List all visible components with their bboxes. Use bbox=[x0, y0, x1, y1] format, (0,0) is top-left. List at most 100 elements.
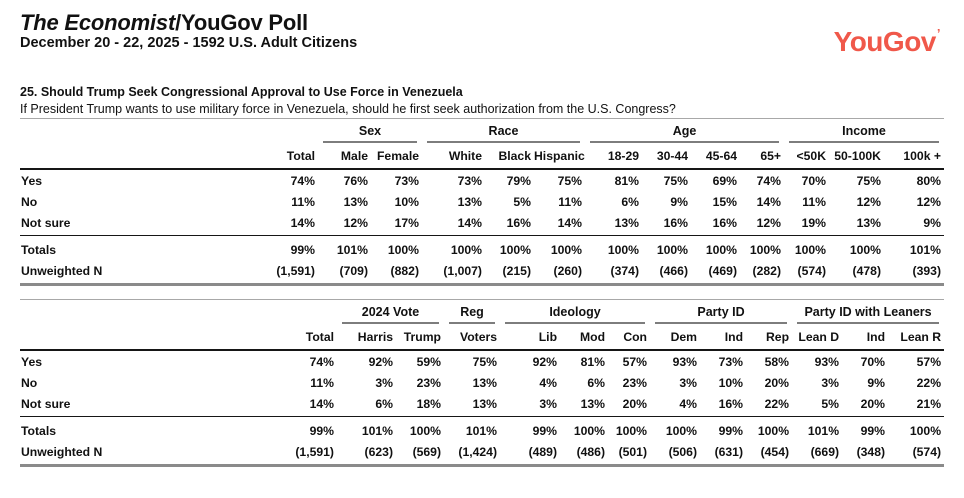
report-title: The Economist/YouGov Poll bbox=[20, 10, 308, 36]
data-cell: 99% bbox=[860, 424, 886, 438]
data-cell: 100% bbox=[615, 424, 648, 438]
data-cell: 79% bbox=[506, 174, 531, 188]
data-cell: 73% bbox=[457, 174, 482, 188]
data-cell: (1,007) bbox=[422, 260, 485, 286]
data-cell: 75% bbox=[663, 174, 688, 188]
row-label: No bbox=[21, 376, 38, 390]
data-cell: 16% bbox=[642, 212, 691, 236]
data-cell: 14% bbox=[756, 195, 781, 209]
row-label: Totals bbox=[21, 424, 56, 438]
data-cell: 100% bbox=[573, 424, 606, 438]
data-cell: 16% bbox=[485, 212, 534, 236]
crosstab-table-1: Sex Race Age Income Total Male Female White Blac… bbox=[20, 118, 944, 286]
group-header: Party ID with Leaners bbox=[792, 300, 944, 324]
column-header: 100k + bbox=[884, 143, 944, 170]
data-cell: 100% bbox=[909, 424, 942, 438]
column-header: Voters bbox=[444, 324, 501, 351]
row-label: Not sure bbox=[20, 393, 285, 417]
table-row: No 11% 3% 23% 13% 4% 6% 23% 3% 10% 20% 3% 9% 22% bbox=[20, 372, 944, 393]
column-header: 45-64 bbox=[691, 143, 740, 170]
column-header: Rep bbox=[746, 324, 793, 351]
data-cell: 100% bbox=[499, 243, 531, 257]
data-cell: 13% bbox=[457, 195, 482, 209]
data-cell: 100% bbox=[749, 243, 781, 257]
data-cell: (1,591) bbox=[266, 260, 318, 286]
group-header-label: Sex bbox=[323, 124, 417, 143]
data-cell: 4% bbox=[650, 393, 701, 417]
data-cell: 11% bbox=[310, 376, 334, 390]
data-cell: 17% bbox=[371, 212, 422, 236]
data-cell: (574) bbox=[784, 260, 829, 286]
data-cell: 9% bbox=[670, 195, 688, 209]
column-header: 18-29 bbox=[585, 143, 642, 170]
column-header-spacer bbox=[20, 143, 266, 170]
data-cell: 100% bbox=[387, 243, 419, 257]
row-label: Totals bbox=[21, 243, 56, 257]
data-cell: 81% bbox=[580, 355, 606, 369]
data-cell: 57% bbox=[622, 355, 648, 369]
data-cell: (466) bbox=[642, 260, 691, 286]
data-cell: 11% bbox=[558, 195, 582, 209]
column-header: White bbox=[422, 143, 485, 170]
data-cell: (623) bbox=[337, 441, 396, 467]
group-header-spacer bbox=[20, 119, 266, 144]
row-label: Yes bbox=[21, 355, 43, 369]
data-cell: (374) bbox=[585, 260, 642, 286]
report-subtitle: December 20 - 22, 2025 - 1592 U.S. Adult… bbox=[20, 35, 358, 51]
data-cell: (569) bbox=[396, 441, 445, 467]
data-cell: 100% bbox=[757, 424, 790, 438]
row-label: Unweighted N bbox=[20, 260, 266, 286]
data-cell: 92% bbox=[532, 355, 558, 369]
data-cell: 74% bbox=[756, 174, 781, 188]
data-cell: 100% bbox=[450, 243, 482, 257]
column-header: Total bbox=[285, 324, 337, 351]
data-cell: 93% bbox=[814, 355, 840, 369]
yougov-logo: YouGov’ bbox=[833, 26, 941, 58]
column-header: 30-44 bbox=[642, 143, 691, 170]
column-header: Female bbox=[371, 143, 422, 170]
data-cell: 100% bbox=[665, 424, 698, 438]
data-cell: 81% bbox=[614, 174, 639, 188]
data-cell: (506) bbox=[650, 441, 701, 467]
data-cell: 14% bbox=[534, 212, 585, 236]
data-cell: 10% bbox=[394, 195, 419, 209]
data-cell: 5% bbox=[513, 195, 531, 209]
column-header: Black bbox=[485, 143, 534, 170]
group-header: Party ID bbox=[650, 300, 792, 324]
question-text: If President Trump wants to use military… bbox=[20, 101, 676, 116]
report-title-rest: /YouGov Poll bbox=[175, 10, 308, 35]
column-header: Lean D bbox=[792, 324, 843, 351]
data-cell: 3% bbox=[821, 376, 840, 390]
data-cell: (574) bbox=[888, 441, 945, 467]
data-cell: 11% bbox=[802, 195, 826, 209]
data-cell: (1,424) bbox=[444, 441, 501, 467]
column-header: Total bbox=[266, 143, 318, 170]
data-cell: 3% bbox=[500, 393, 561, 417]
table-row: Totals 99% 101% 100% 101% 99% 100% 100% 100% 99% 1… bbox=[20, 417, 944, 442]
data-cell: 14% bbox=[285, 393, 337, 417]
table-row: Unweighted N (1,591) (623) (569) (1,424) (489… bbox=[20, 441, 945, 467]
data-cell: 6% bbox=[337, 393, 396, 417]
group-header-row: Sex Race Age Income bbox=[20, 119, 944, 144]
data-cell: 101% bbox=[361, 424, 393, 438]
group-header-label: Reg bbox=[449, 305, 496, 324]
data-cell: (393) bbox=[884, 260, 944, 286]
data-cell: (478) bbox=[829, 260, 884, 286]
column-header: Mod bbox=[560, 324, 609, 351]
data-cell: 20% bbox=[608, 393, 651, 417]
data-cell: 3% bbox=[375, 376, 393, 390]
data-cell: 99% bbox=[309, 424, 334, 438]
data-cell: 70% bbox=[801, 174, 826, 188]
report-title-economist: The Economist bbox=[20, 10, 176, 35]
yougov-logo-mark: ’ bbox=[936, 26, 941, 41]
yougov-logo-text: YouGov bbox=[833, 26, 937, 57]
column-header: Lib bbox=[500, 324, 561, 351]
column-header: 50-100K bbox=[829, 143, 884, 170]
data-cell: 100% bbox=[656, 243, 688, 257]
data-cell: 15% bbox=[712, 195, 737, 209]
data-cell: 69% bbox=[712, 174, 737, 188]
data-cell: 11% bbox=[291, 195, 315, 209]
column-header: Harris bbox=[337, 324, 396, 351]
group-header: Reg bbox=[444, 300, 500, 324]
data-cell: 19% bbox=[784, 212, 829, 236]
